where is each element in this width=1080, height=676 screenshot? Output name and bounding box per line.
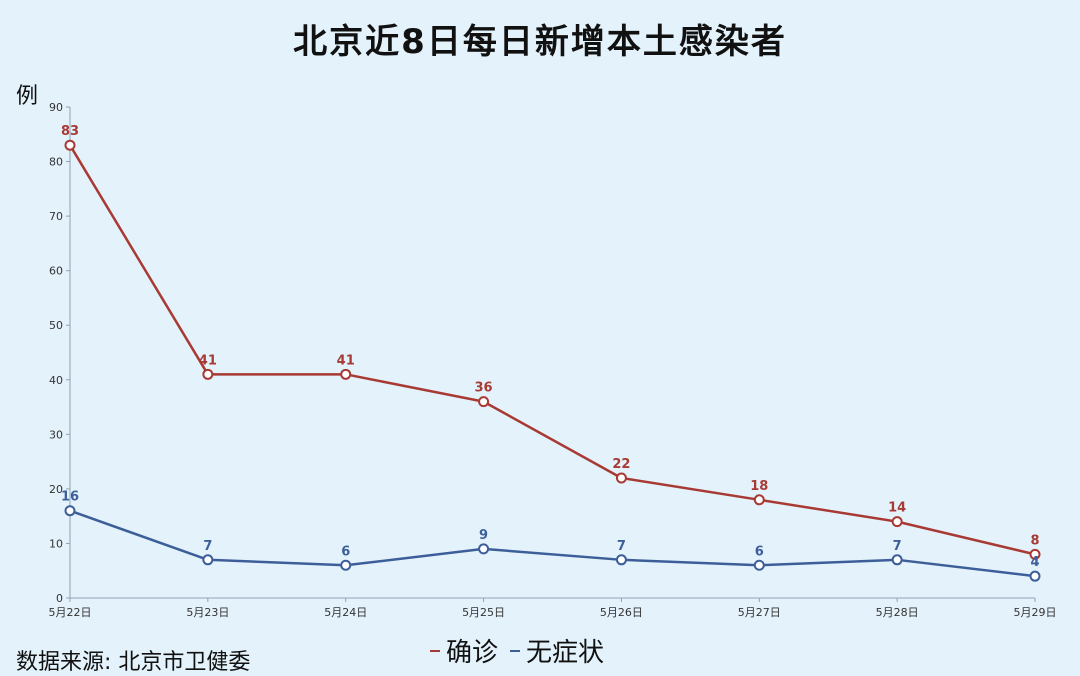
x-tick-label: 5月26日 [600, 606, 643, 619]
x-tick-label: 5月23日 [186, 606, 229, 619]
data-label-asymptomatic: 6 [341, 544, 350, 559]
y-tick-label: 60 [49, 265, 63, 278]
y-tick-label: 80 [49, 156, 63, 169]
legend-swatch-confirmed [430, 649, 440, 652]
data-label-asymptomatic: 4 [1030, 555, 1039, 570]
x-tick-label: 5月25日 [462, 606, 505, 619]
legend-label-confirmed: 确诊 [446, 638, 499, 668]
legend-label-asymptomatic: 无症状 [526, 638, 605, 668]
data-label-confirmed: 41 [199, 353, 217, 368]
data-label-confirmed: 14 [888, 501, 906, 516]
data-point-asymptomatic [64, 505, 76, 517]
data-point-confirmed [615, 472, 627, 484]
y-tick-label: 50 [49, 319, 63, 332]
legend-swatch-asymptomatic [510, 649, 521, 652]
data-label-asymptomatic: 16 [61, 490, 79, 505]
data-point-asymptomatic [753, 559, 765, 571]
data-point-confirmed [202, 368, 214, 380]
data-label-confirmed: 36 [475, 381, 493, 396]
series-line-asymptomatic [69, 509, 1036, 578]
series-line-confirmed [68, 144, 1036, 556]
data-label-confirmed: 41 [337, 353, 355, 368]
legend-item-confirmed: 确诊 [430, 632, 498, 669]
data-label-asymptomatic: 9 [479, 528, 488, 543]
chart-title: 北京近8日每日新增本土感染者 [293, 22, 787, 62]
data-point-asymptomatic [340, 559, 352, 571]
x-tick-label: 5月22日 [49, 606, 92, 619]
data-label-asymptomatic: 7 [893, 539, 902, 554]
data-point-asymptomatic [615, 554, 627, 566]
data-label-asymptomatic: 7 [203, 539, 212, 554]
y-tick-label: 30 [49, 428, 63, 441]
y-tick-label: 20 [49, 483, 63, 496]
legend: 确诊 无症状 [430, 632, 604, 669]
y-tick-label: 10 [49, 537, 63, 550]
data-label-confirmed: 83 [61, 124, 79, 139]
data-label-confirmed: 8 [1030, 533, 1039, 548]
legend-item-asymptomatic: 无症状 [510, 632, 604, 669]
data-label-confirmed: 18 [750, 479, 768, 494]
data-point-confirmed [891, 516, 903, 528]
data-point-asymptomatic [891, 554, 903, 566]
y-tick-label: 70 [49, 210, 63, 223]
x-tick-label: 5月24日 [324, 606, 367, 619]
data-label-asymptomatic: 7 [617, 539, 626, 554]
data-point-confirmed [340, 368, 352, 380]
data-point-confirmed [64, 139, 76, 151]
data-label-asymptomatic: 6 [755, 544, 764, 559]
x-tick-label: 5月27日 [738, 606, 781, 619]
data-point-asymptomatic [202, 554, 214, 566]
y-tick-label: 0 [56, 592, 63, 605]
data-label-confirmed: 22 [612, 457, 630, 472]
y-tick-label: 90 [49, 101, 63, 114]
x-tick-label: 5月28日 [876, 606, 919, 619]
data-point-asymptomatic [478, 543, 490, 555]
y-axis-unit-label: 例 [16, 84, 39, 109]
data-point-confirmed [478, 396, 490, 408]
data-point-confirmed [753, 494, 765, 506]
data-source: 数据来源: 北京市卫健委 [16, 650, 251, 675]
data-point-asymptomatic [1029, 570, 1041, 582]
y-tick-label: 40 [49, 374, 63, 387]
x-tick-label: 5月29日 [1014, 606, 1057, 619]
data-point-confirmed [1029, 548, 1041, 560]
